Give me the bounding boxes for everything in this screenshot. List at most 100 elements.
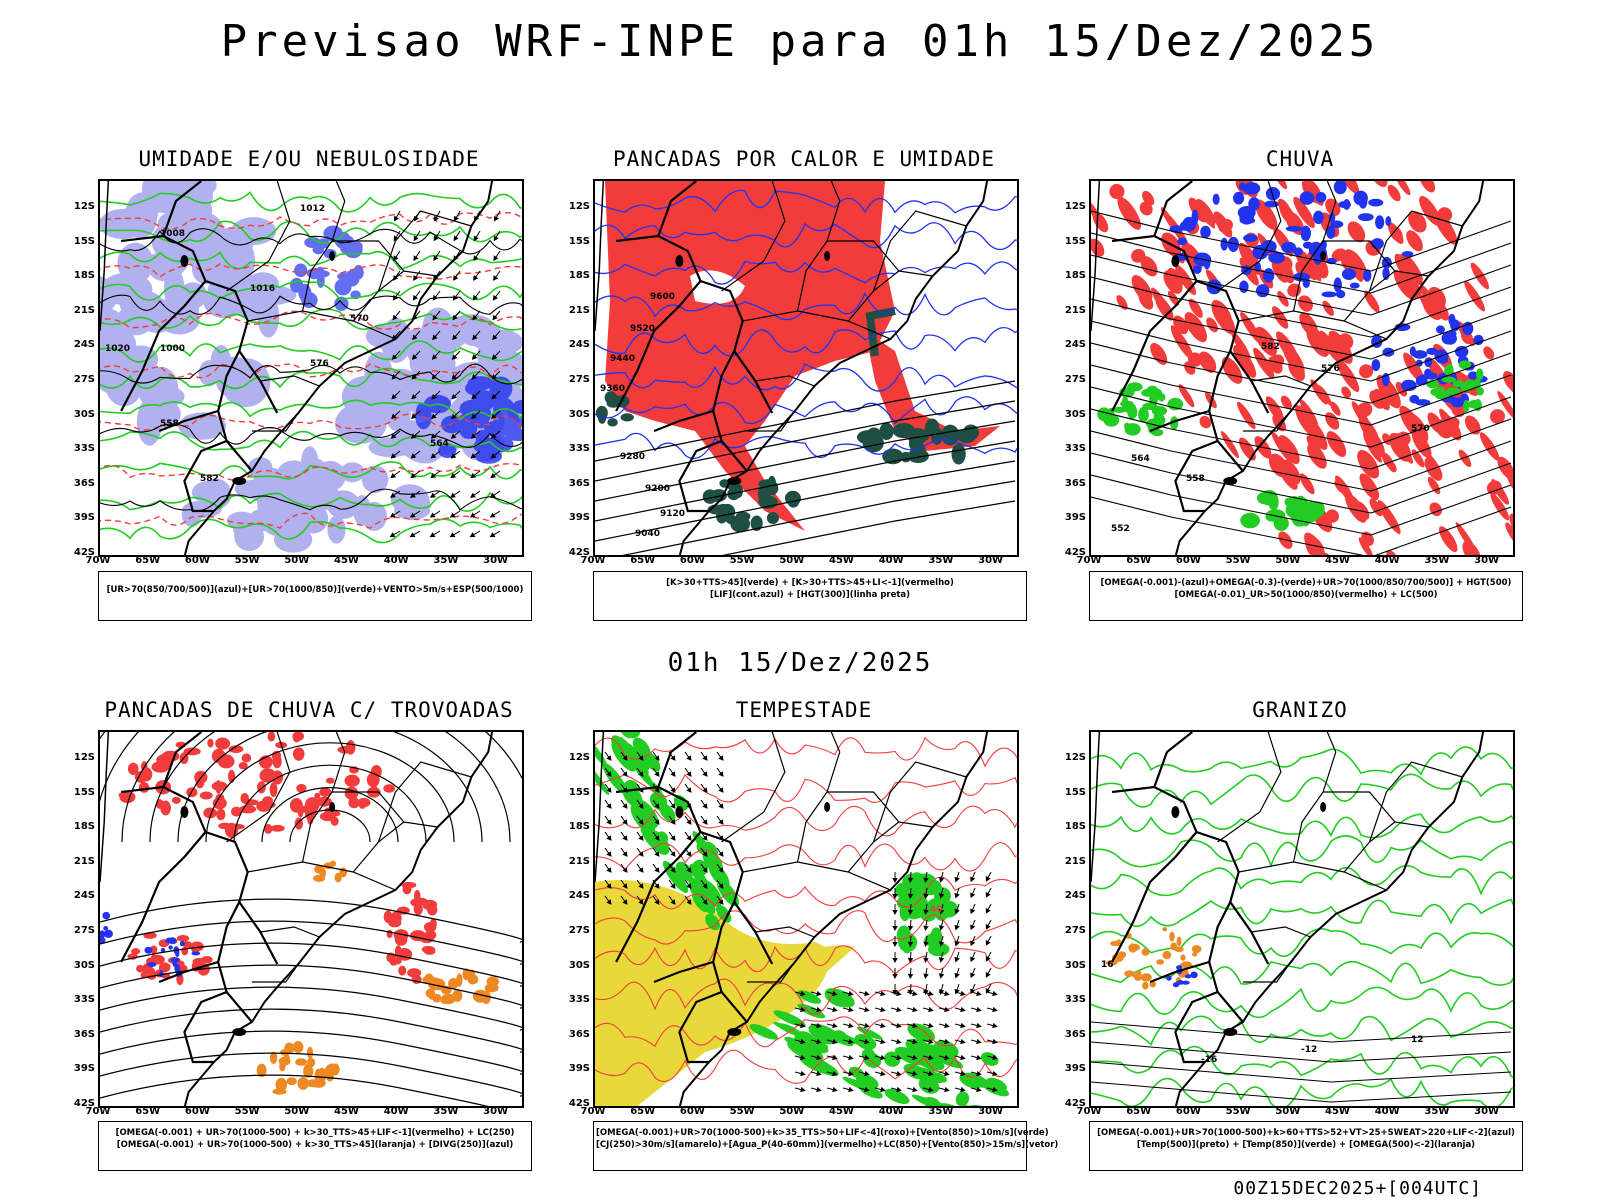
lat-tick-label: 42S: [568, 1098, 590, 1109]
lon-tick-label: 30W: [1474, 555, 1500, 566]
lat-tick-label: 24S: [73, 890, 95, 902]
lon-tick-label: 30W: [1474, 1106, 1500, 1117]
hgt500-contour: [1091, 232, 1512, 294]
contour-label: 582: [200, 474, 219, 484]
temp850-contour: [1091, 1077, 1513, 1106]
lat-tick-label: 33S: [568, 994, 590, 1006]
lat-tick-label: 27S: [1064, 374, 1086, 385]
lon-tick-label: 65W: [1126, 555, 1152, 566]
red-thunderstorm: [118, 732, 396, 838]
precipitable-water-contour: [595, 1049, 1017, 1084]
contour-label: -16: [1201, 1055, 1217, 1065]
hgt500-contour: [1091, 408, 1512, 470]
lat-tick-label: 27S: [73, 374, 95, 385]
lat-tick-label: 24S: [568, 339, 590, 351]
temp850-contour: [1091, 773, 1513, 808]
green-humidity-contour: [100, 191, 522, 213]
lat-tick-label: 15S: [568, 786, 590, 798]
lon-tick-label: 50W: [779, 555, 805, 566]
lon-tick-label: 55W: [234, 555, 260, 566]
legend-caption-line: [OMEGA(-0.001) + UR>70(1000-500) + k>30_…: [115, 1128, 515, 1138]
legend-caption-line: [OMEGA(-0.001)+UR>70(1000-500)+k>35_TTS>…: [596, 1128, 1049, 1138]
pressure-contour: [100, 294, 522, 315]
lat-tick-label: 12S: [73, 201, 95, 212]
green-humidity-contour: [100, 491, 522, 512]
temp850-contour: [1091, 746, 1513, 776]
lat-tick-label: 39S: [1064, 1063, 1086, 1075]
lat-tick-label: 12S: [1064, 201, 1086, 212]
lat-tick-label: 33S: [1064, 994, 1086, 1006]
lat-tick-label: 42S: [1064, 547, 1086, 558]
temp850-contour: [1091, 813, 1513, 839]
lat-tick-label: 30S: [73, 408, 95, 420]
lat-tick-label: 30S: [1064, 959, 1086, 971]
contour-labels: 1008 1012 1016 1000 576 570 582 564 558 1020: [105, 204, 449, 484]
legend-caption-chuva: [OMEGA(-0.001)-(azul)+OMEGA(-0.3)-(verde…: [1089, 571, 1523, 621]
lon-tick-label: 65W: [630, 1106, 656, 1117]
lon-tick-label: 70W: [580, 1106, 606, 1117]
map-canvas-umidade: 1008 1012 1016 1000 576 570 582 564 558 1020: [100, 181, 522, 555]
contour-label: 9280: [620, 452, 645, 462]
lat-tick-label: 12S: [568, 201, 590, 212]
contour-label: 1012: [300, 204, 325, 214]
lon-tick-label: 65W: [135, 1106, 161, 1117]
contour-label: 564: [430, 439, 449, 449]
lon-tick-label: 40W: [383, 555, 409, 566]
map-panel-umidade: 1008 1012 1016 1000 576 570 582 564 558 1020: [98, 179, 524, 557]
precipitable-water-contour: [595, 736, 1017, 768]
contour-label: 576: [1321, 364, 1340, 374]
green-humidity-contour: [100, 340, 522, 363]
red-rain-streaks: [1293, 181, 1513, 497]
panel-title-umidade: UMIDADE E/OU NEBULOSIDADE: [138, 147, 480, 171]
wind-vectors: [389, 210, 501, 538]
lat-tick-label: 39S: [73, 1063, 95, 1075]
lon-tick-label: 70W: [85, 1106, 111, 1117]
lon-tick-label: 45W: [829, 1106, 854, 1117]
panel-title-tempestade: TEMPESTADE: [735, 698, 873, 722]
wind-vectors-east: [892, 871, 992, 996]
red-thickness-contour: [100, 262, 522, 280]
lon-tick-label: 60W: [1175, 555, 1201, 566]
lon-tick-label: 35W: [928, 555, 954, 566]
precipitable-water-contour: [595, 805, 1017, 837]
yellow-jet-area-2: [805, 945, 855, 982]
contour-labels: 40: [930, 905, 943, 915]
lon-tick-label: 50W: [284, 555, 310, 566]
orange-showers: [422, 968, 500, 1005]
lat-tick-label: 18S: [1064, 821, 1086, 833]
hgt500-contour: [1091, 430, 1512, 492]
orange-showers-center: [313, 860, 348, 883]
map-panel-pancadas: 9600 9520 9440 9360 9280 9200 9120 9040: [593, 179, 1019, 557]
contour-label: 40: [930, 905, 943, 915]
lon-tick-label: 45W: [829, 555, 854, 566]
contour-label: 582: [1261, 342, 1280, 352]
lat-tick-label: 42S: [568, 547, 590, 558]
temp850-contour: [1091, 835, 1513, 868]
lat-tick-label: 24S: [1064, 339, 1086, 351]
contour-labels: 582 576 570 564 558 552: [1111, 342, 1430, 534]
hgt500-contour: [1091, 496, 1512, 555]
lon-tick-label: 45W: [1325, 1106, 1350, 1117]
lat-tick-label: 21S: [1064, 304, 1086, 316]
lat-tick-label: 24S: [568, 890, 590, 902]
temp850-contour: [1091, 1015, 1513, 1046]
lat-tick-label: 27S: [73, 925, 95, 936]
red-thickness-contour: [100, 462, 522, 481]
lon-tick-label: 70W: [1076, 555, 1102, 566]
map-panel-trovoadas: [98, 730, 524, 1108]
legend-caption-line: [LIF](cont.azul) + [HGT(300)](linha pret…: [709, 590, 911, 600]
lat-tick-label: 15S: [1064, 786, 1086, 798]
contour-label: 12: [1411, 1035, 1424, 1045]
legend-caption-line: [OMEGA(-0.001) + UR>70(1000-500) + k>30_…: [116, 1140, 514, 1150]
lon-tick-label: 70W: [580, 555, 606, 566]
geographic-outlines: [100, 732, 494, 1106]
lat-tick-label: 18S: [1064, 270, 1086, 282]
panel-title-pancadas: PANCADAS POR CALOR E UMIDADE: [612, 147, 995, 171]
hgt500-contour: [1091, 474, 1512, 536]
map-canvas-granizo: -12 -16 12 16: [1091, 732, 1513, 1106]
lat-tick-label: 42S: [73, 547, 95, 558]
lon-tick-label: 45W: [334, 555, 359, 566]
contour-label: 9200: [645, 484, 670, 494]
lat-tick-label: 39S: [1064, 512, 1086, 524]
